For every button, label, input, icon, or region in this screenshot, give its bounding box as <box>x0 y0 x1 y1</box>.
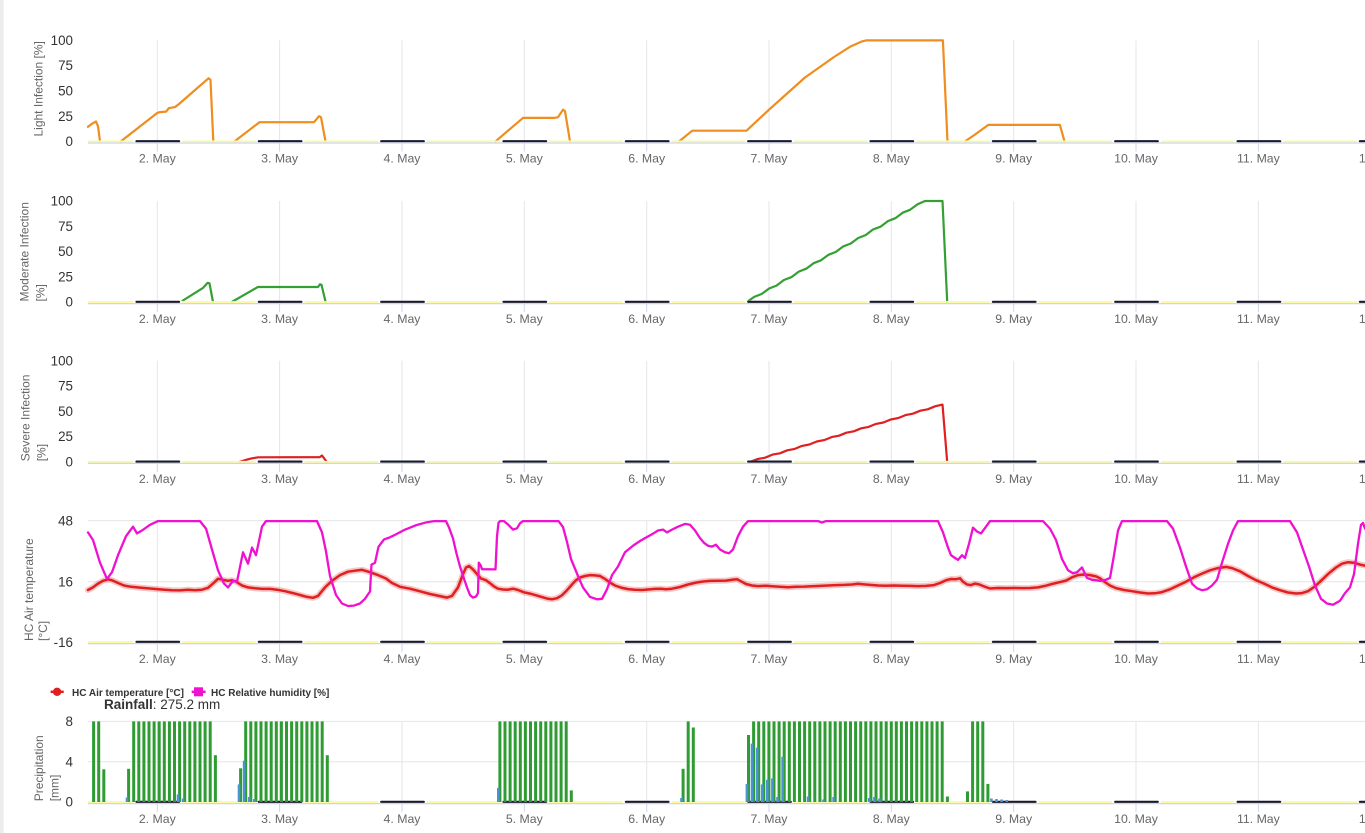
svg-text:100: 100 <box>51 33 73 48</box>
svg-text:3. May: 3. May <box>261 312 299 326</box>
svg-text:HC Air temperature [°C]: HC Air temperature [°C] <box>72 688 184 699</box>
svg-text:0: 0 <box>66 295 73 310</box>
svg-text:10. May: 10. May <box>1114 652 1159 666</box>
svg-text:6. May: 6. May <box>628 152 666 166</box>
svg-text:50: 50 <box>58 84 73 99</box>
svg-text:8. May: 8. May <box>873 472 911 486</box>
svg-text:0: 0 <box>66 454 73 469</box>
svg-text:8. May: 8. May <box>873 152 911 166</box>
svg-text:2. May: 2. May <box>139 812 177 826</box>
svg-text:4. May: 4. May <box>384 312 422 326</box>
svg-text:8. May: 8. May <box>873 812 911 826</box>
svg-text:6. May: 6. May <box>628 472 666 486</box>
svg-text:6. May: 6. May <box>628 652 666 666</box>
svg-text:2. May: 2. May <box>139 652 177 666</box>
svg-text:9. May: 9. May <box>995 152 1033 166</box>
svg-text:75: 75 <box>58 379 73 394</box>
svg-text:11. May: 11. May <box>1237 312 1281 326</box>
svg-text:8. May: 8. May <box>873 312 911 326</box>
svg-text:10. May: 10. May <box>1114 152 1159 166</box>
svg-text:8. May: 8. May <box>873 652 911 666</box>
svg-text:12. May: 12. May <box>1359 312 1365 326</box>
svg-text:7. May: 7. May <box>751 652 789 666</box>
svg-text:Light Infection [%]: Light Infection [%] <box>32 41 46 136</box>
svg-text:8: 8 <box>66 714 73 729</box>
svg-text:11. May: 11. May <box>1237 812 1281 826</box>
svg-text:75: 75 <box>58 219 73 234</box>
svg-text:9. May: 9. May <box>995 312 1033 326</box>
svg-text:2. May: 2. May <box>139 472 177 486</box>
svg-text:7. May: 7. May <box>751 152 789 166</box>
svg-text:4: 4 <box>66 754 74 769</box>
svg-text:Precipitation: Precipitation <box>32 735 46 801</box>
svg-text:11. May: 11. May <box>1237 652 1281 666</box>
svg-text:6. May: 6. May <box>628 312 666 326</box>
svg-text:9. May: 9. May <box>995 812 1033 826</box>
svg-text:[mm]: [mm] <box>48 775 62 802</box>
svg-text:2. May: 2. May <box>139 152 177 166</box>
svg-text:5. May: 5. May <box>506 812 544 826</box>
svg-text:50: 50 <box>58 244 73 259</box>
svg-text:0: 0 <box>66 795 73 810</box>
svg-text:10. May: 10. May <box>1114 312 1159 326</box>
svg-text:12. May: 12. May <box>1359 652 1365 666</box>
svg-text:3. May: 3. May <box>261 652 299 666</box>
svg-text:5. May: 5. May <box>506 312 544 326</box>
svg-text:100: 100 <box>51 353 73 368</box>
svg-text:5. May: 5. May <box>506 152 544 166</box>
svg-text:9. May: 9. May <box>995 652 1033 666</box>
svg-text:3. May: 3. May <box>261 152 299 166</box>
svg-text:4. May: 4. May <box>384 152 422 166</box>
svg-text:[°C]: [°C] <box>36 621 50 641</box>
svg-text:3. May: 3. May <box>261 812 299 826</box>
svg-text:3. May: 3. May <box>261 472 299 486</box>
svg-text:7. May: 7. May <box>751 472 789 486</box>
svg-text:-16: -16 <box>54 635 73 650</box>
svg-text:11. May: 11. May <box>1237 472 1281 486</box>
svg-text:Severe Infection: Severe Infection <box>19 375 33 462</box>
svg-text:HC Air temperature: HC Air temperature <box>22 538 36 641</box>
svg-text:25: 25 <box>58 429 73 444</box>
svg-text:0: 0 <box>66 134 73 149</box>
svg-text:25: 25 <box>58 269 73 284</box>
svg-text:50: 50 <box>58 404 73 419</box>
svg-text:4. May: 4. May <box>384 472 422 486</box>
svg-text:Moderate Infection: Moderate Infection <box>18 202 32 301</box>
svg-text:7. May: 7. May <box>751 812 789 826</box>
svg-text:HC Relative humidity [%]: HC Relative humidity [%] <box>211 688 329 699</box>
svg-text:12. May: 12. May <box>1359 812 1365 826</box>
svg-text:48: 48 <box>58 514 73 529</box>
svg-text:10. May: 10. May <box>1114 472 1159 486</box>
svg-text:4. May: 4. May <box>384 652 422 666</box>
svg-text:9. May: 9. May <box>995 472 1033 486</box>
svg-text:5. May: 5. May <box>506 472 544 486</box>
svg-text:12. May: 12. May <box>1359 472 1365 486</box>
svg-text:[%]: [%] <box>35 444 49 461</box>
svg-text:4. May: 4. May <box>384 812 422 826</box>
svg-text:Rainfall: 275.2 mm: Rainfall: 275.2 mm <box>104 697 220 712</box>
svg-text:12. May: 12. May <box>1359 152 1365 166</box>
svg-text:25: 25 <box>58 109 73 124</box>
svg-text:5. May: 5. May <box>506 652 544 666</box>
svg-text:11. May: 11. May <box>1237 152 1281 166</box>
svg-text:2. May: 2. May <box>139 312 177 326</box>
svg-text:[%]: [%] <box>34 284 48 301</box>
svg-text:100: 100 <box>51 194 73 209</box>
svg-text:7. May: 7. May <box>751 312 789 326</box>
svg-text:75: 75 <box>58 58 73 73</box>
svg-text:10. May: 10. May <box>1114 812 1159 826</box>
svg-text:6. May: 6. May <box>628 812 666 826</box>
svg-text:16: 16 <box>58 574 73 589</box>
